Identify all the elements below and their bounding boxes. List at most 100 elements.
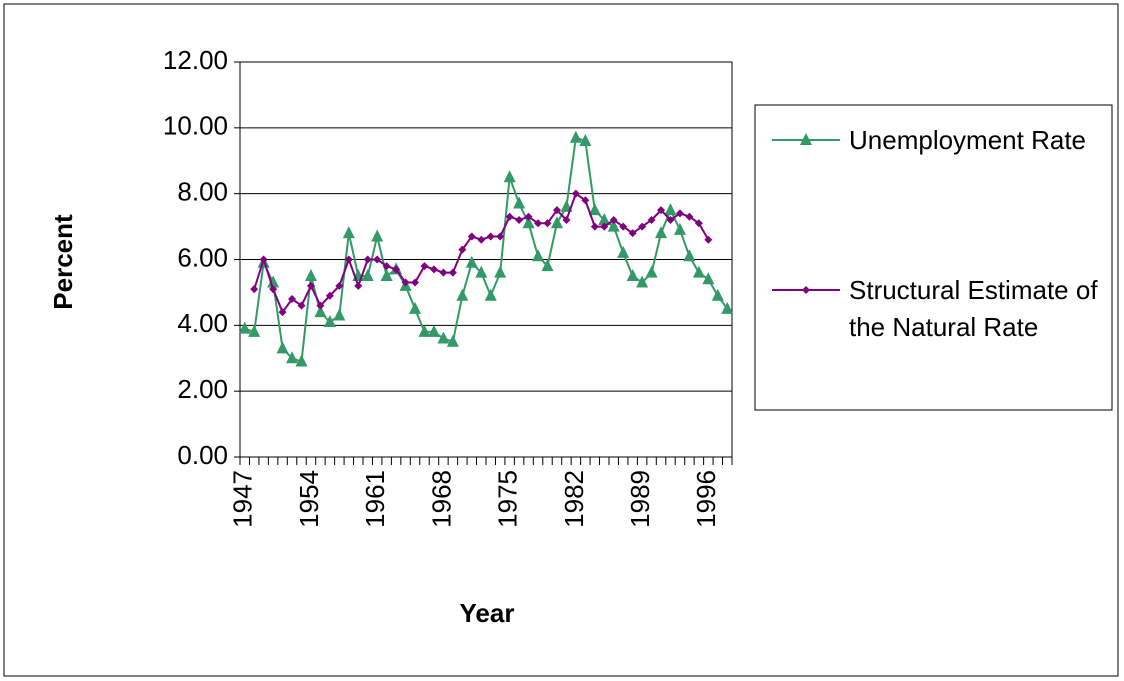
marker: [534, 219, 543, 228]
marker: [657, 206, 666, 215]
y-tick-label: 12.00: [163, 45, 228, 75]
marker: [269, 285, 278, 294]
marker: [645, 265, 658, 278]
x-tick-label: 1961: [360, 470, 390, 528]
marker: [522, 216, 535, 229]
marker: [692, 265, 705, 278]
marker: [306, 281, 315, 290]
marker: [420, 262, 429, 271]
marker: [354, 281, 363, 290]
marker: [694, 219, 703, 228]
marker: [437, 331, 450, 344]
marker: [541, 259, 554, 272]
marker: [704, 235, 713, 244]
legend-box: [754, 104, 1113, 411]
y-tick-label: 4.00: [177, 308, 228, 338]
marker: [259, 255, 268, 264]
marker: [250, 285, 259, 294]
marker: [467, 232, 476, 241]
marker: [655, 226, 668, 239]
y-tick-label: 6.00: [177, 242, 228, 272]
marker: [333, 308, 346, 321]
y-tick-label: 2.00: [177, 374, 228, 404]
marker: [392, 265, 401, 274]
marker: [361, 268, 374, 281]
marker: [626, 268, 639, 281]
marker: [685, 212, 694, 221]
marker: [363, 255, 372, 264]
marker: [647, 216, 656, 224]
marker: [496, 232, 505, 241]
marker: [475, 265, 488, 278]
marker: [267, 275, 280, 288]
marker: [683, 249, 696, 262]
marker: [638, 222, 647, 231]
marker: [524, 212, 533, 221]
marker: [371, 229, 384, 242]
marker: [532, 249, 545, 262]
marker: [503, 170, 516, 183]
marker: [335, 281, 344, 290]
marker: [600, 222, 609, 231]
chart-border: [3, 3, 1119, 677]
marker: [562, 216, 571, 224]
marker: [590, 222, 599, 231]
marker: [314, 305, 327, 318]
marker: [628, 229, 637, 238]
x-tick-label: 1975: [493, 470, 523, 528]
marker: [456, 288, 469, 301]
marker: [465, 255, 478, 268]
marker: [550, 216, 563, 229]
marker: [636, 275, 649, 288]
marker: [588, 203, 601, 216]
marker: [477, 235, 486, 244]
y-tick-label: 10.00: [163, 111, 228, 141]
x-axis-label: Year: [460, 598, 515, 628]
marker: [380, 268, 393, 281]
marker: [721, 301, 734, 314]
marker: [409, 301, 422, 314]
legend-label: Structural Estimate of the Natural Rate: [849, 275, 1098, 342]
y-axis-label: Percent: [48, 214, 78, 310]
marker: [304, 268, 317, 281]
marker: [248, 324, 261, 337]
marker: [617, 245, 630, 258]
marker: [486, 232, 495, 241]
marker: [411, 278, 420, 287]
marker: [664, 203, 677, 216]
marker: [382, 262, 391, 271]
marker: [543, 219, 552, 228]
marker: [418, 324, 431, 337]
marker: [448, 268, 457, 277]
x-tick-label: 1954: [294, 470, 324, 528]
marker: [569, 130, 582, 143]
marker: [316, 301, 325, 310]
marker: [238, 321, 251, 334]
marker: [429, 265, 438, 274]
marker: [607, 219, 620, 232]
marker: [278, 308, 287, 317]
legend-label: Unemployment Rate: [849, 125, 1086, 155]
marker: [323, 315, 336, 328]
x-tick-label: 1982: [559, 470, 589, 528]
marker: [494, 265, 507, 278]
marker: [342, 226, 355, 239]
x-tick-label: 1989: [625, 470, 655, 528]
marker: [458, 245, 467, 254]
marker: [515, 216, 524, 224]
y-tick-label: 8.00: [177, 177, 228, 207]
x-tick-label: 1996: [691, 470, 721, 528]
marker: [609, 216, 618, 224]
marker: [675, 209, 684, 218]
marker: [702, 272, 715, 285]
marker: [484, 288, 497, 301]
marker: [598, 213, 611, 225]
marker: [401, 278, 410, 287]
marker: [800, 133, 812, 145]
marker: [581, 196, 590, 205]
marker: [571, 189, 580, 198]
marker: [288, 295, 297, 303]
marker: [439, 268, 448, 277]
